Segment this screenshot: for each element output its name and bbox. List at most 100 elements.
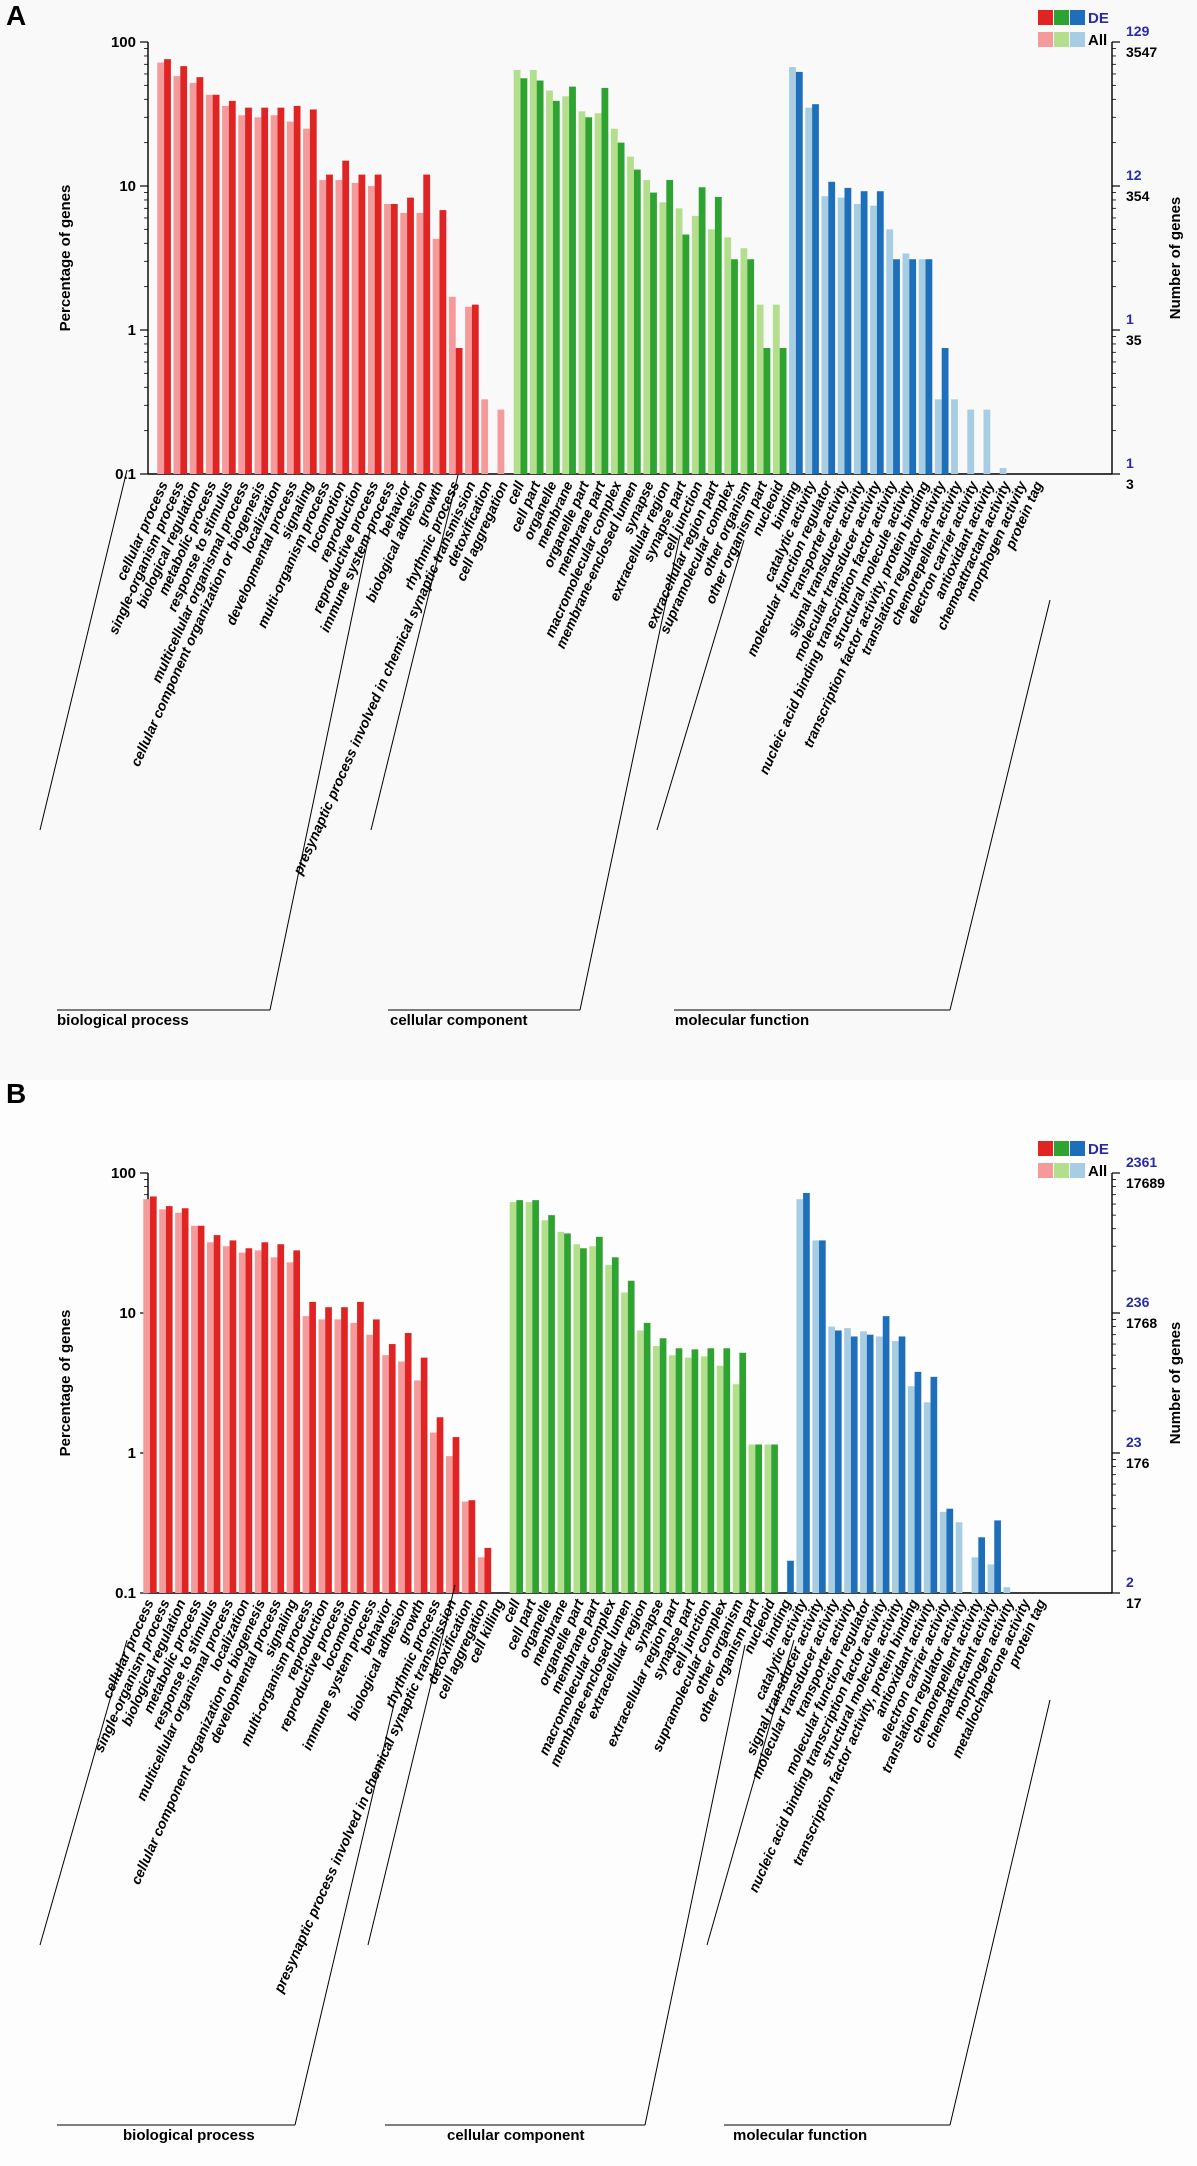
legend-swatch-de <box>1038 10 1053 25</box>
bar-all <box>448 296 456 474</box>
right-tick-label-all: 1768 <box>1126 1315 1157 1331</box>
bar-de <box>650 192 657 474</box>
bar-de <box>763 347 771 474</box>
bar-all <box>573 1244 581 1593</box>
bar-all <box>907 1386 915 1593</box>
bar-de <box>552 100 560 475</box>
right-tick-label-de: 2 <box>1126 1574 1134 1590</box>
bar-de <box>309 109 317 474</box>
bar-all <box>384 203 391 474</box>
bar-de <box>994 1520 1001 1593</box>
bar-de <box>795 71 803 474</box>
bar-all <box>509 1202 517 1593</box>
group-bracket-left <box>367 1584 456 1946</box>
left-tick-label: 1 <box>128 1445 136 1462</box>
bar-all <box>999 468 1007 474</box>
panel-label: A <box>6 0 26 31</box>
bar-all <box>562 96 570 474</box>
legend-swatch-all <box>1070 32 1085 47</box>
bar-de <box>455 347 463 474</box>
bar-all <box>837 197 845 474</box>
bar-de <box>893 259 900 474</box>
left-tick-label: 1 <box>128 322 136 339</box>
bar-all <box>971 1557 979 1593</box>
bar-de <box>471 304 479 474</box>
bar-de <box>196 77 204 474</box>
bar-all <box>525 1202 533 1593</box>
bar-all <box>382 1355 389 1593</box>
bar-all <box>430 1432 437 1593</box>
bar-de <box>596 1236 603 1593</box>
bar-all <box>748 1444 756 1593</box>
bar-de <box>536 80 544 474</box>
bar-all <box>477 1557 485 1593</box>
bar-all <box>853 203 861 474</box>
bar-de <box>643 1322 651 1593</box>
right-tick-label-de: 1 <box>1126 455 1134 471</box>
legend-swatch-de <box>1070 10 1085 25</box>
bar-de <box>714 196 722 474</box>
bar-all <box>191 1225 198 1593</box>
bar-all <box>270 115 278 474</box>
bar-de <box>946 1508 954 1593</box>
bar-all <box>653 1346 660 1593</box>
bar-de <box>930 1376 938 1593</box>
bar-all <box>541 1220 549 1593</box>
bar-de <box>898 1336 906 1593</box>
bar-de <box>548 1215 555 1593</box>
bar-de <box>520 78 528 474</box>
bar-all <box>951 399 958 474</box>
bar-de <box>739 1352 747 1593</box>
bar-de <box>404 1332 412 1593</box>
legend-swatch-all <box>1038 1163 1053 1178</box>
group-label-bp: biological process <box>57 1012 189 1029</box>
bar-all <box>351 182 359 475</box>
bar-all <box>643 180 651 474</box>
right-tick-label-all: 17 <box>1126 1595 1142 1611</box>
bar-all <box>173 76 181 474</box>
bar-all <box>796 1199 804 1593</box>
bar-all <box>334 1319 342 1593</box>
bar-de <box>293 105 301 474</box>
bar-all <box>205 94 213 474</box>
bar-all <box>529 69 537 474</box>
bar-de <box>779 347 787 474</box>
bar-de <box>228 100 236 475</box>
bar-all <box>876 1336 883 1593</box>
bar-all <box>983 409 991 474</box>
bar-de <box>468 1500 476 1593</box>
bar-all <box>724 237 732 474</box>
bar-de <box>277 107 285 474</box>
bar-de <box>516 1200 524 1593</box>
bar-all <box>366 1334 373 1593</box>
bar-all <box>939 1511 947 1593</box>
right-tick-label-de: 12 <box>1126 167 1142 183</box>
panel-label: B <box>6 1080 26 1109</box>
bar-all <box>206 1242 214 1593</box>
bar-de <box>484 1547 492 1593</box>
right-tick-label-de: 1 <box>1126 311 1134 327</box>
bar-de <box>149 1196 157 1593</box>
bar-de <box>659 1338 667 1593</box>
bar-all <box>302 1316 310 1593</box>
legend-swatch-all <box>1070 1163 1085 1178</box>
bar-all <box>432 238 440 474</box>
right-tick-label-de: 236 <box>1126 1294 1150 1310</box>
bar-all <box>691 215 699 474</box>
bar-de <box>803 1192 810 1593</box>
bar-de <box>834 1330 842 1593</box>
bar-all <box>621 1292 628 1593</box>
bar-de <box>909 259 917 474</box>
right-tick-label-de: 129 <box>1126 23 1150 39</box>
bar-de <box>585 117 593 474</box>
bar-all <box>764 1444 772 1593</box>
bar-de <box>213 1235 221 1593</box>
bar-de <box>325 1307 332 1593</box>
bar-all <box>318 1319 326 1593</box>
bar-de <box>532 1200 539 1593</box>
bar-de <box>165 1206 173 1593</box>
bar-de <box>601 87 609 475</box>
legend-swatch-all <box>1054 32 1069 47</box>
bar-de <box>407 197 414 474</box>
bar-all <box>605 1265 612 1593</box>
